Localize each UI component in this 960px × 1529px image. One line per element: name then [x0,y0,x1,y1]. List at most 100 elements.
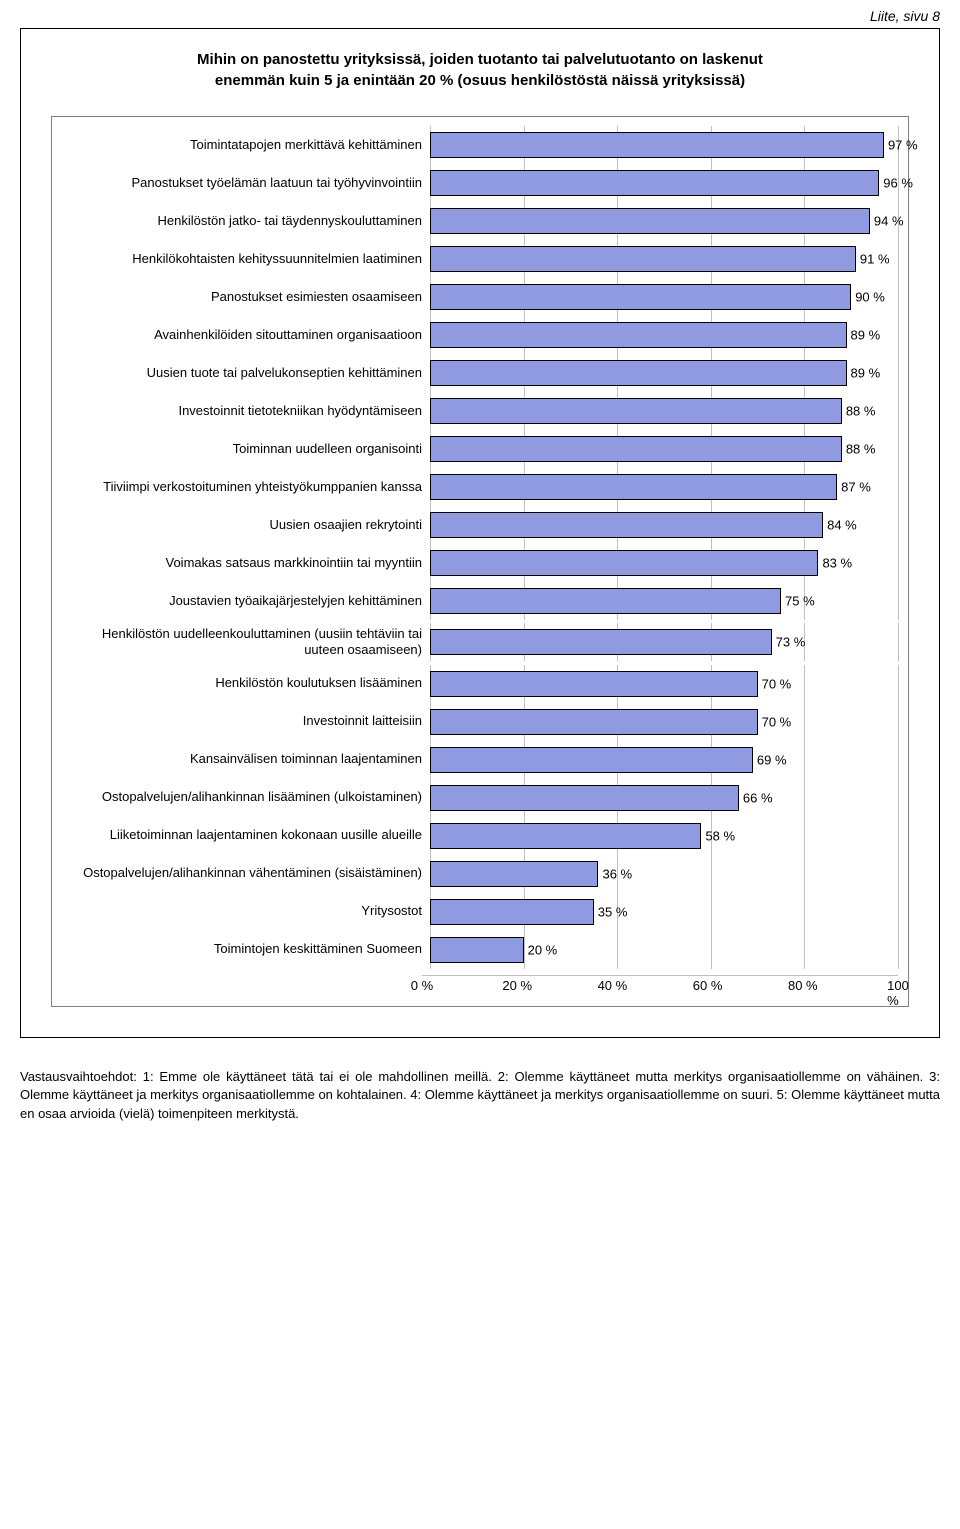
bar-track: 35 % [430,899,898,925]
category-label: Voimakas satsaus markkinointiin tai myyn… [62,555,430,571]
bar [430,436,842,462]
gridline [524,931,525,969]
bar-value: 87 % [841,480,871,495]
category-label: Toimintojen keskittäminen Suomeen [62,941,430,957]
axis-tick: 20 % [502,978,532,993]
bar-track: 73 % [430,629,898,655]
category-label: Ostopalvelujen/alihankinnan lisääminen (… [62,789,430,805]
x-axis: 0 %20 %40 %60 %80 %100 % [62,975,898,996]
bar [430,861,598,887]
gridline [804,665,805,703]
gridline [804,703,805,741]
axis-ticks: 0 %20 %40 %60 %80 %100 % [422,975,898,996]
chart-row: Investoinnit laitteisiin70 % [62,709,898,735]
bar [430,284,851,310]
gridline [898,354,899,392]
gridline [898,468,899,506]
chart-row: Henkilöstön koulutuksen lisääminen 70 % [62,671,898,697]
gridline [898,623,899,661]
bar-track: 97 % [430,132,898,158]
bar-value: 89 % [851,366,881,381]
bar [430,747,753,773]
bar [430,170,879,196]
bar-value: 20 % [528,942,558,957]
bar-value: 89 % [851,328,881,343]
bar-track: 66 % [430,785,898,811]
bar-value: 84 % [827,518,857,533]
plot-frame: Toimintatapojen merkittävä kehittäminen9… [51,116,909,1007]
bar-track: 83 % [430,550,898,576]
axis-tick: 60 % [693,978,723,993]
bar [430,360,847,386]
bar-track: 36 % [430,861,898,887]
chart-row: Toimintatapojen merkittävä kehittäminen9… [62,132,898,158]
gridline [898,855,899,893]
bar-track: 20 % [430,937,898,963]
bar-value: 70 % [762,676,792,691]
chart-row: Voimakas satsaus markkinointiin tai myyn… [62,550,898,576]
chart-row: Tiiviimpi verkostoituminen yhteistyökump… [62,474,898,500]
bar-value: 96 % [883,176,913,191]
gridline [804,741,805,779]
gridline [711,855,712,893]
gridline [898,544,899,582]
bar-value: 88 % [846,404,876,419]
page-label: Liite, sivu 8 [870,8,940,24]
category-label: Henkilöstön uudelleenkouluttaminen (uusi… [62,626,430,659]
gridline [804,817,805,855]
category-label: Liiketoiminnan laajentaminen kokonaan uu… [62,827,430,843]
gridline [898,430,899,468]
gridline [711,893,712,931]
bar-value: 73 % [776,635,806,650]
bar-track: 84 % [430,512,898,538]
category-label: Kansainvälisen toiminnan laajentaminen [62,751,430,767]
gridline [898,931,899,969]
bar-track: 75 % [430,588,898,614]
bar-value: 69 % [757,752,787,767]
chart-row: Panostukset esimiesten osaamiseen90 % [62,284,898,310]
category-label: Panostukset esimiesten osaamiseen [62,289,430,305]
category-label: Uusien osaajien rekrytointi [62,517,430,533]
bar-track: 89 % [430,322,898,348]
chart-row: Henkilöstön jatko- tai täydennyskoulutta… [62,208,898,234]
bar-value: 70 % [762,714,792,729]
bar [430,132,884,158]
bar-track: 88 % [430,398,898,424]
bar-value: 94 % [874,214,904,229]
chart-row: Yritysostot35 % [62,899,898,925]
footnote: Vastausvaihtoehdot: 1: Emme ole käyttäne… [20,1068,940,1125]
chart-row: Kansainvälisen toiminnan laajentaminen 69… [62,747,898,773]
category-label: Henkilökohtaisten kehityssuunnitelmien l… [62,251,430,267]
bar-value: 66 % [743,790,773,805]
gridline [898,392,899,430]
chart-row: Investoinnit tietotekniikan hyödyntämise… [62,398,898,424]
gridline [804,931,805,969]
bar-track: 58 % [430,823,898,849]
gridline [804,893,805,931]
bar-track: 87 % [430,474,898,500]
bar [430,629,772,655]
bar [430,899,594,925]
chart-title: Mihin on panostettu yrityksissä, joiden … [51,49,909,91]
footnote-text: Vastausvaihtoehdot: 1: Emme ole käyttäne… [20,1069,940,1122]
bar-track: 91 % [430,246,898,272]
category-label: Avainhenkilöiden sitouttaminen organisaa… [62,327,430,343]
chart-row: Joustavien työaikajärjestelyjen kehittäm… [62,588,898,614]
bar [430,322,847,348]
bar [430,671,758,697]
bar-track: 89 % [430,360,898,386]
chart-row: Ostopalvelujen/alihankinnan lisääminen (… [62,785,898,811]
bar [430,550,818,576]
page-header: Liite, sivu 8 [20,0,940,28]
chart-row: Henkilökohtaisten kehityssuunnitelmien l… [62,246,898,272]
chart-row: Toimintojen keskittäminen Suomeen 20 % [62,937,898,963]
bar-track: 90 % [430,284,898,310]
chart-title-line2: enemmän kuin 5 ja enintään 20 % (osuus h… [215,72,745,89]
category-label: Henkilöstön koulutuksen lisääminen [62,675,430,691]
page: Liite, sivu 8 Mihin on panostettu yrityk… [0,0,960,1144]
gridline [898,703,899,741]
gridline [898,240,899,278]
axis-tick: 0 % [411,978,433,993]
bar-track: 69 % [430,747,898,773]
chart-row: Ostopalvelujen/alihankinnan vähentäminen… [62,861,898,887]
